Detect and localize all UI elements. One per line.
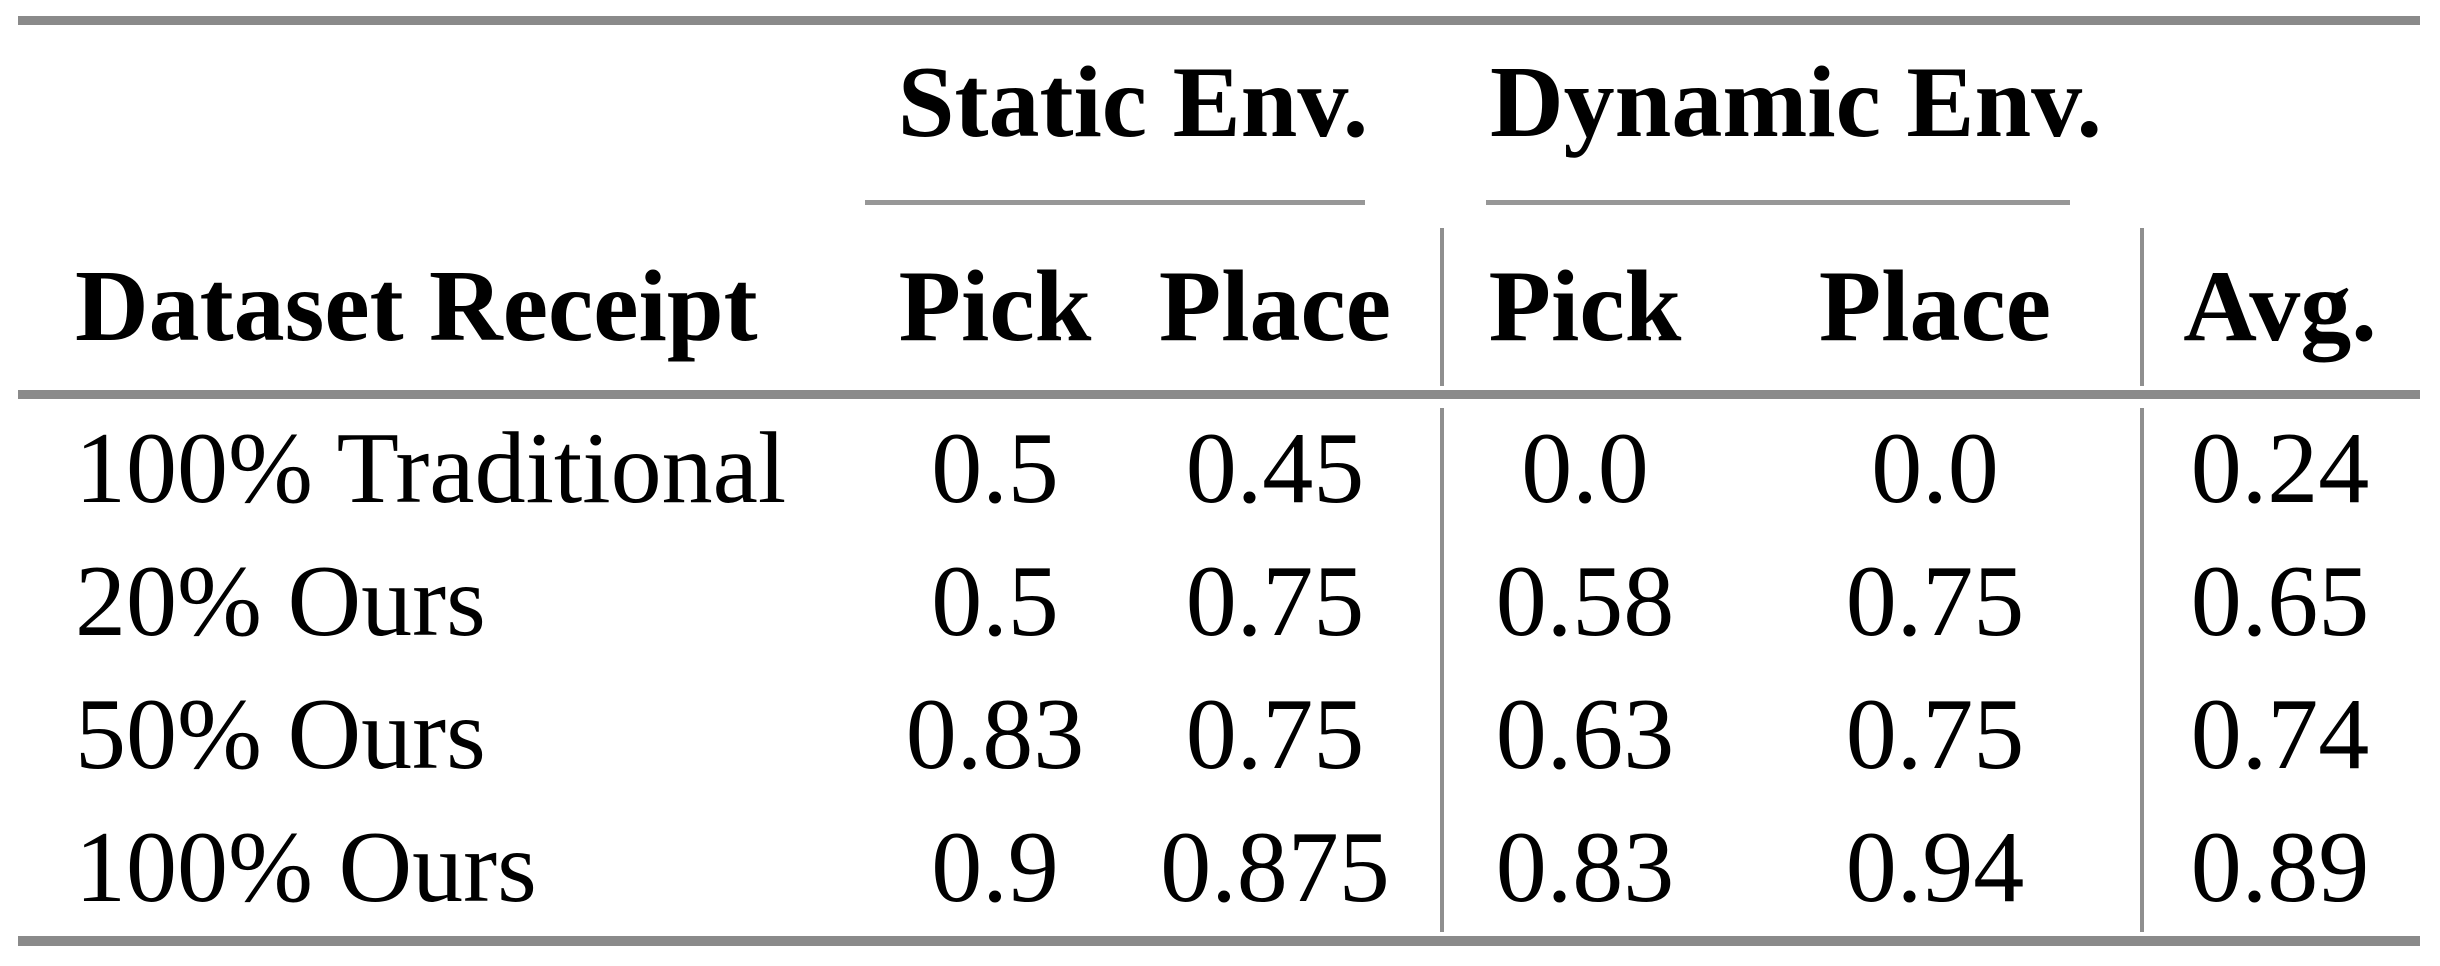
data-cell-static-pick: 0.9 bbox=[931, 810, 1059, 924]
column-group-header-dynamic-env: Dynamic Env. bbox=[1489, 46, 2103, 159]
table-row: 100% Traditional 0.5 0.45 0.0 0.0 0.24 bbox=[18, 402, 2420, 535]
data-cell-static-place: 0.75 bbox=[1185, 544, 1365, 658]
table-header-row: Dataset Receipt Pick Place Pick Place Av… bbox=[18, 225, 2420, 388]
table-row: 100% Ours 0.9 0.875 0.83 0.94 0.89 bbox=[18, 801, 2420, 934]
data-cell-static-pick: 0.83 bbox=[905, 677, 1085, 791]
vertical-separator-dynamic-avg-header bbox=[2140, 228, 2144, 386]
data-cell-static-place: 0.875 bbox=[1160, 810, 1390, 924]
data-cell-static-place: 0.45 bbox=[1185, 411, 1365, 525]
data-cell-static-pick: 0.5 bbox=[931, 544, 1059, 658]
data-cell-dynamic-pick: 0.63 bbox=[1495, 677, 1675, 791]
data-cell-dynamic-pick: 0.58 bbox=[1495, 544, 1675, 658]
table-body: 100% Traditional 0.5 0.45 0.0 0.0 0.24 2… bbox=[18, 402, 2420, 936]
row-label: 100% Ours bbox=[75, 810, 537, 924]
header-avg: Avg. bbox=[2183, 249, 2377, 363]
data-cell-static-pick: 0.5 bbox=[931, 411, 1059, 525]
data-cell-dynamic-place: 0.94 bbox=[1845, 810, 2025, 924]
column-group-header-static-env: Static Env. bbox=[897, 46, 1369, 159]
data-cell-avg: 0.89 bbox=[2190, 810, 2370, 924]
table-bottom-rule bbox=[18, 936, 2420, 946]
data-cell-avg: 0.74 bbox=[2190, 677, 2370, 791]
table-top-rule bbox=[18, 16, 2420, 25]
dynamic-env-underline-rule bbox=[1486, 200, 2070, 205]
header-dynamic-pick: Pick bbox=[1488, 249, 1682, 363]
vertical-separator-static-dynamic-header bbox=[1440, 228, 1444, 386]
table-row: 20% Ours 0.5 0.75 0.58 0.75 0.65 bbox=[18, 535, 2420, 668]
static-env-underline-rule bbox=[865, 200, 1365, 205]
data-cell-dynamic-place: 0.75 bbox=[1845, 544, 2025, 658]
data-cell-dynamic-pick: 0.83 bbox=[1495, 810, 1675, 924]
header-static-pick: Pick bbox=[898, 249, 1092, 363]
vertical-separator-static-dynamic-body bbox=[1440, 408, 1444, 932]
data-cell-static-place: 0.75 bbox=[1185, 677, 1365, 791]
header-dataset-receipt: Dataset Receipt bbox=[75, 249, 758, 363]
row-label: 20% Ours bbox=[75, 544, 486, 658]
row-label: 50% Ours bbox=[75, 677, 486, 791]
vertical-separator-dynamic-avg-body bbox=[2140, 408, 2144, 932]
data-cell-dynamic-place: 0.75 bbox=[1845, 677, 2025, 791]
data-cell-avg: 0.24 bbox=[2190, 411, 2370, 525]
header-dynamic-place: Place bbox=[1818, 249, 2052, 363]
table-row: 50% Ours 0.83 0.75 0.63 0.75 0.74 bbox=[18, 668, 2420, 801]
row-label: 100% Traditional bbox=[75, 411, 787, 525]
data-cell-dynamic-pick: 0.0 bbox=[1521, 411, 1649, 525]
header-static-place: Place bbox=[1158, 249, 1392, 363]
data-cell-dynamic-place: 0.0 bbox=[1871, 411, 1999, 525]
table-header-separator-rule bbox=[18, 390, 2420, 399]
data-cell-avg: 0.65 bbox=[2190, 544, 2370, 658]
